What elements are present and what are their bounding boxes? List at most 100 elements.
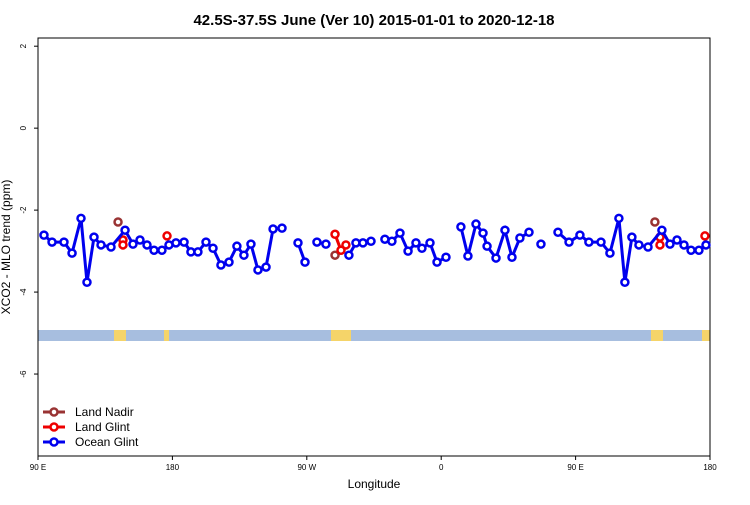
data-point	[76, 213, 86, 224]
data-point	[605, 248, 615, 258]
data-point	[564, 237, 574, 247]
legend-marker	[49, 407, 59, 417]
data-point	[478, 228, 488, 238]
data-point	[634, 240, 644, 250]
data-point	[312, 237, 322, 247]
series-line	[459, 220, 530, 262]
data-point	[336, 245, 346, 256]
data-point	[321, 239, 331, 249]
data-point	[701, 240, 711, 250]
data-point	[128, 239, 138, 249]
plot-frame	[37, 37, 711, 457]
data-point	[366, 236, 376, 247]
data-point	[387, 236, 397, 247]
y-tick-label: 2	[19, 43, 28, 48]
data-point	[59, 237, 69, 247]
data-point	[268, 224, 278, 234]
x-tick-label: 180	[166, 463, 180, 472]
data-point	[643, 242, 653, 252]
data-point	[246, 239, 256, 249]
data-point	[162, 231, 172, 241]
data-point	[358, 238, 368, 248]
data-point	[201, 237, 211, 247]
legend-label: Ocean Glint	[75, 435, 139, 449]
data-point	[142, 240, 152, 250]
legend-marker	[49, 437, 59, 447]
surface-strip	[38, 330, 710, 341]
data-point	[686, 245, 696, 256]
chart-title: 42.5S-37.5S June (Ver 10) 2015-01-01 to …	[193, 12, 554, 29]
data-point	[614, 213, 624, 224]
data-point	[39, 230, 49, 240]
data-point	[47, 237, 57, 247]
data-point	[157, 245, 167, 256]
data-point	[500, 225, 510, 235]
data-point	[425, 238, 435, 248]
data-point	[620, 277, 630, 287]
data-point	[482, 241, 492, 251]
y-tick-label: -4	[19, 288, 28, 296]
data-point	[650, 217, 660, 227]
x-axis-label: Longitude	[348, 477, 401, 491]
y-axis-label: XCO2 - MLO trend (ppm)	[0, 180, 13, 315]
y-tick-label: -6	[19, 370, 28, 378]
series-line	[556, 217, 707, 283]
legend-label: Land Glint	[75, 420, 130, 434]
data-point	[96, 240, 106, 250]
data-point	[149, 245, 159, 256]
data-point	[67, 248, 77, 258]
x-tick-label: 90 E	[567, 463, 583, 472]
data-point	[411, 238, 421, 248]
data-point	[82, 277, 92, 287]
data-point	[491, 253, 501, 263]
data-point	[403, 246, 413, 256]
data-point	[679, 240, 689, 250]
data-point	[672, 235, 682, 245]
y-tick-label: 0	[19, 125, 28, 130]
data-point	[120, 225, 130, 235]
y-tick-label: -2	[19, 206, 28, 214]
data-point	[395, 228, 405, 238]
x-tick-label: 90 W	[297, 463, 316, 472]
data-point	[261, 262, 271, 272]
data-point	[293, 238, 303, 248]
data-point	[239, 250, 249, 260]
data-point	[341, 240, 351, 250]
data-point	[657, 225, 667, 235]
data-point	[700, 231, 710, 241]
data-point	[432, 257, 442, 267]
data-point	[627, 232, 637, 242]
data-point	[330, 229, 340, 240]
data-point	[300, 257, 310, 267]
data-point	[224, 257, 234, 267]
data-point	[655, 240, 665, 250]
data-point	[253, 265, 263, 275]
data-point	[463, 251, 473, 261]
data-point	[536, 239, 546, 249]
data-point	[216, 260, 226, 270]
x-tick-label: 90 E	[30, 463, 46, 472]
data-point	[208, 243, 218, 253]
data-point	[507, 252, 517, 262]
data-point	[113, 217, 123, 227]
data-point	[171, 238, 181, 248]
data-point	[456, 222, 466, 232]
x-tick-label: 0	[439, 463, 444, 472]
data-point	[553, 227, 563, 237]
x-tick-label: 180	[703, 463, 717, 472]
data-point	[524, 227, 534, 237]
data-point	[330, 250, 340, 260]
data-point	[665, 239, 675, 249]
data-point	[179, 237, 189, 247]
data-point	[471, 219, 481, 229]
data-point	[118, 240, 128, 250]
data-point	[596, 237, 606, 247]
data-point	[515, 233, 525, 243]
legend-marker	[49, 422, 59, 432]
data-point	[417, 243, 427, 253]
data-point	[193, 247, 203, 257]
data-point	[441, 252, 451, 262]
data-point	[344, 250, 354, 260]
data-point	[135, 235, 145, 245]
